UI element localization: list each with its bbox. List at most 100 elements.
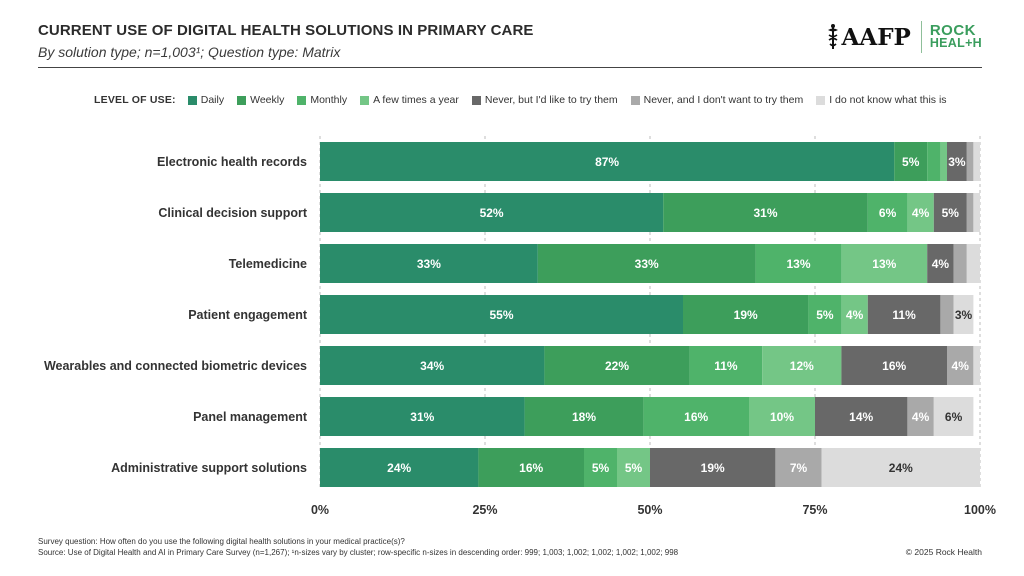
data-label: 87%: [595, 155, 619, 169]
category-label: Electronic health records: [157, 155, 307, 169]
x-tick-label: 50%: [637, 503, 662, 517]
legend-swatch: [360, 95, 370, 105]
data-label: 33%: [417, 257, 441, 271]
data-label: 4%: [932, 257, 950, 271]
data-label: 5%: [942, 206, 960, 220]
legend-label: Weekly: [250, 94, 285, 106]
data-label: 19%: [701, 461, 725, 475]
aafp-logo: AAFP: [826, 24, 911, 51]
category-label: Clinical decision support: [158, 206, 307, 220]
data-label: 10%: [770, 410, 794, 424]
category-label: Panel management: [193, 410, 308, 424]
bar-segment: [320, 448, 479, 487]
data-label: 24%: [387, 461, 411, 475]
header-rule: [38, 67, 982, 68]
bar-segment: [927, 244, 954, 283]
data-label: 22%: [605, 359, 629, 373]
legend-swatch: [237, 95, 247, 105]
legend-item-weekly: Weekly: [237, 94, 284, 106]
bar-segment: [320, 142, 895, 181]
bar-segment: [762, 346, 842, 385]
x-tick-label: 100%: [964, 503, 996, 517]
data-label: 4%: [846, 308, 864, 322]
data-label: 5%: [816, 308, 834, 322]
logo-group: AAFP ROCK HEAL+H: [826, 20, 982, 54]
data-label: 16%: [882, 359, 906, 373]
legend-item-daily: Daily: [187, 94, 224, 106]
data-label: 13%: [872, 257, 896, 271]
data-label: 5%: [625, 461, 643, 475]
data-label: 5%: [592, 461, 610, 475]
legend-title: LEVEL OF USE:: [94, 94, 176, 106]
bar-segment: [947, 346, 974, 385]
bar-segment: [933, 397, 974, 436]
data-label: 3%: [955, 308, 973, 322]
rock-health-logo-line1: ROCK: [929, 22, 977, 39]
bar-segment: [973, 142, 980, 181]
bar-segment: [643, 397, 749, 436]
bar-segment: [689, 346, 763, 385]
data-label: 11%: [714, 359, 738, 373]
category-label: Telemedicine: [229, 257, 307, 271]
data-label: 33%: [635, 257, 659, 271]
data-label: 24%: [889, 461, 913, 475]
legend-item-few-times: A few times a year: [360, 94, 459, 106]
data-label: 6%: [879, 206, 897, 220]
bar-segment: [320, 193, 664, 232]
bar-segment: [537, 244, 756, 283]
bar-segment: [841, 295, 868, 334]
bar-segment: [478, 448, 584, 487]
source-note: Source: Use of Digital Health and AI in …: [38, 548, 679, 557]
chart-title: CURRENT USE OF DIGITAL HEALTH SOLUTIONS …: [38, 22, 534, 39]
x-tick-label: 75%: [802, 503, 827, 517]
legend-swatch: [471, 95, 481, 105]
data-label: 7%: [790, 461, 808, 475]
data-label: 18%: [572, 410, 596, 424]
bar-segment: [947, 142, 967, 181]
bar-segment: [617, 448, 650, 487]
data-label: 31%: [753, 206, 777, 220]
bar-segment: [841, 244, 928, 283]
legend-item-never-try: Never, but I'd like to try them: [471, 94, 618, 106]
legend: LEVEL OF USE: Daily Weekly Monthly A few…: [94, 94, 947, 106]
bar-segment: [663, 193, 868, 232]
bar-segment: [973, 346, 980, 385]
legend-item-monthly: Monthly: [297, 94, 347, 106]
stacked-bar-chart: 0% 25% 50% 75% 100% Electronic health records…: [44, 136, 996, 517]
data-label: 14%: [849, 410, 873, 424]
bar-segment: [320, 397, 525, 436]
copyright: © 2025 Rock Health: [905, 547, 982, 557]
bar-segment: [867, 295, 941, 334]
data-label: 55%: [489, 308, 513, 322]
bar-segment: [907, 397, 934, 436]
chart-subtitle: By solution type; n=1,003¹; Question typ…: [38, 44, 341, 60]
data-label: 5%: [902, 155, 920, 169]
caduceus-icon: [827, 24, 838, 49]
data-label: 4%: [912, 410, 930, 424]
bar-segment: [894, 142, 928, 181]
legend-swatch: [297, 95, 307, 105]
data-label: 3%: [948, 155, 966, 169]
legend-label: A few times a year: [373, 94, 459, 106]
bar-segment: [755, 244, 842, 283]
bar-segment: [973, 193, 980, 232]
bar-segment: [808, 295, 842, 334]
legend-item-never-dont: Never, and I don't want to try them: [630, 94, 803, 106]
legend-swatch: [816, 95, 826, 105]
bar-segment: [524, 397, 644, 436]
bar-segment: [775, 448, 822, 487]
bar-segment: [683, 295, 809, 334]
bar-segment: [940, 142, 947, 181]
bar-segment: [907, 193, 934, 232]
data-label: 12%: [790, 359, 814, 373]
data-label: 31%: [410, 410, 434, 424]
bar-segment: [320, 295, 683, 334]
data-label: 4%: [952, 359, 970, 373]
bar-segment: [953, 295, 974, 334]
legend-label: Monthly: [310, 94, 348, 106]
legend-label: Never, but I'd like to try them: [484, 94, 618, 106]
legend-label: I do not know what this is: [829, 94, 947, 106]
bar-segment: [821, 448, 980, 487]
category-label: Administrative support solutions: [111, 461, 307, 475]
logo-divider: [920, 21, 922, 53]
